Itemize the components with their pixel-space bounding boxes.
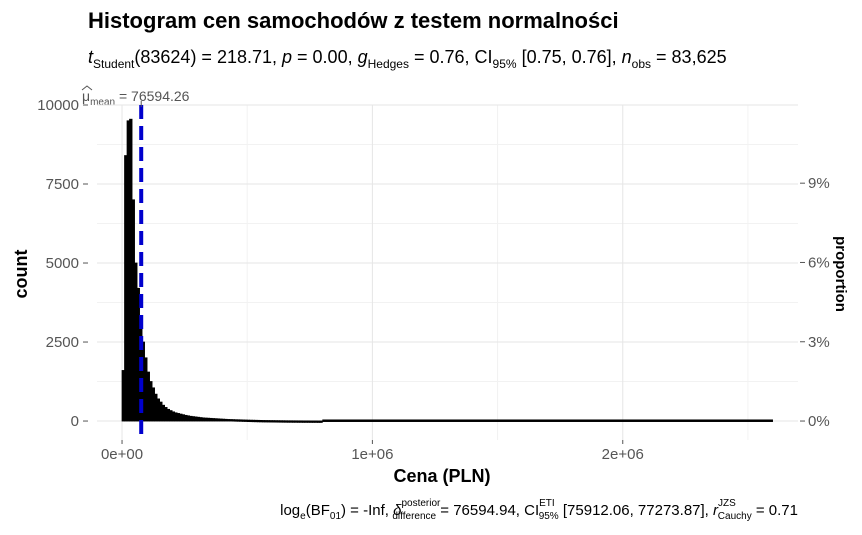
y2-tick-label: 6% xyxy=(808,254,830,271)
x-tick-label: 1e+06 xyxy=(351,446,393,463)
r-superscript: JZS xyxy=(718,498,736,509)
y-tick-label: 10000 xyxy=(37,97,79,114)
y-tick-label: 5000 xyxy=(46,255,79,272)
y-axis-title: count xyxy=(11,250,31,299)
mean-subscript: mean xyxy=(90,97,115,108)
chart-caption: loge(BF01) = -Inf, δposterior difference … xyxy=(280,498,798,522)
y-axis-ticks: 0 2500 5000 7500 10000 xyxy=(37,97,88,430)
bf-value: ) = -Inf, xyxy=(341,502,393,519)
y2-axis-ticks: 0% 3% 6% 9% xyxy=(800,175,830,430)
y-tick-label: 2500 xyxy=(46,334,79,351)
g-value: = 0.76, CI xyxy=(409,47,493,67)
delta-value: = 76594.94, CI xyxy=(436,502,539,519)
n-value: = 83,625 xyxy=(651,47,727,67)
y2-tick-label: 9% xyxy=(808,175,830,192)
histogram-tail xyxy=(322,419,773,422)
log-symbol: log xyxy=(280,502,300,519)
x-axis-ticks: 0e+00 1e+06 2e+06 xyxy=(101,440,644,463)
ci-superscript: ETI xyxy=(539,498,555,509)
log-subscript: e xyxy=(300,511,306,522)
r-value: = 0.71 xyxy=(752,502,798,519)
delta-symbol: δ xyxy=(393,502,402,519)
x-axis-title: Cena (PLN) xyxy=(393,466,490,486)
chart-title: Histogram cen samochodów z testem normal… xyxy=(88,8,619,33)
g-symbol: g xyxy=(358,47,368,67)
x-tick-label: 2e+06 xyxy=(602,446,644,463)
ci-subscript: 95% xyxy=(493,57,517,71)
x-tick-label: 0e+00 xyxy=(101,446,143,463)
y2-axis-title: proportion xyxy=(832,236,849,312)
ci-bayes-value: [75912.06, 77273.87], xyxy=(559,502,713,519)
y-tick-label: 7500 xyxy=(46,176,79,193)
ci-value: [0.75, 0.76], xyxy=(517,47,622,67)
n-subscript: obs xyxy=(632,57,651,71)
r-subscript: Cauchy xyxy=(718,511,752,522)
delta-superscript: posterior xyxy=(401,498,441,509)
mean-mu-symbol: μ xyxy=(82,88,90,104)
delta-subscript: difference xyxy=(392,511,436,522)
y2-tick-label: 0% xyxy=(808,413,830,430)
histogram-bars xyxy=(121,118,773,423)
n-symbol: n xyxy=(622,47,632,67)
mean-hat-mark xyxy=(81,85,93,91)
p-symbol: p xyxy=(281,47,292,67)
mean-annotation: μmean = 76594.26 xyxy=(82,88,190,108)
y-tick-label: 0 xyxy=(71,413,79,430)
p-value: = 0.00, xyxy=(292,47,358,67)
bf-subscript: 01 xyxy=(330,511,342,522)
ci-subscript-bottom: 95% xyxy=(539,511,559,522)
histogram-bar xyxy=(319,420,323,423)
grid-lines xyxy=(97,104,798,440)
bf-symbol: (BF xyxy=(306,502,330,519)
r-symbol: r xyxy=(713,502,719,519)
t-value: (83624) = 218.71, xyxy=(134,47,282,67)
mean-value: = 76594.26 xyxy=(115,88,190,104)
y2-tick-label: 3% xyxy=(808,334,830,351)
g-subscript: Hedges xyxy=(368,57,409,71)
t-subscript: Student xyxy=(93,57,135,71)
chart-subtitle: tStudent(83624) = 218.71, p = 0.00, gHed… xyxy=(88,47,727,71)
t-symbol: t xyxy=(88,47,94,67)
